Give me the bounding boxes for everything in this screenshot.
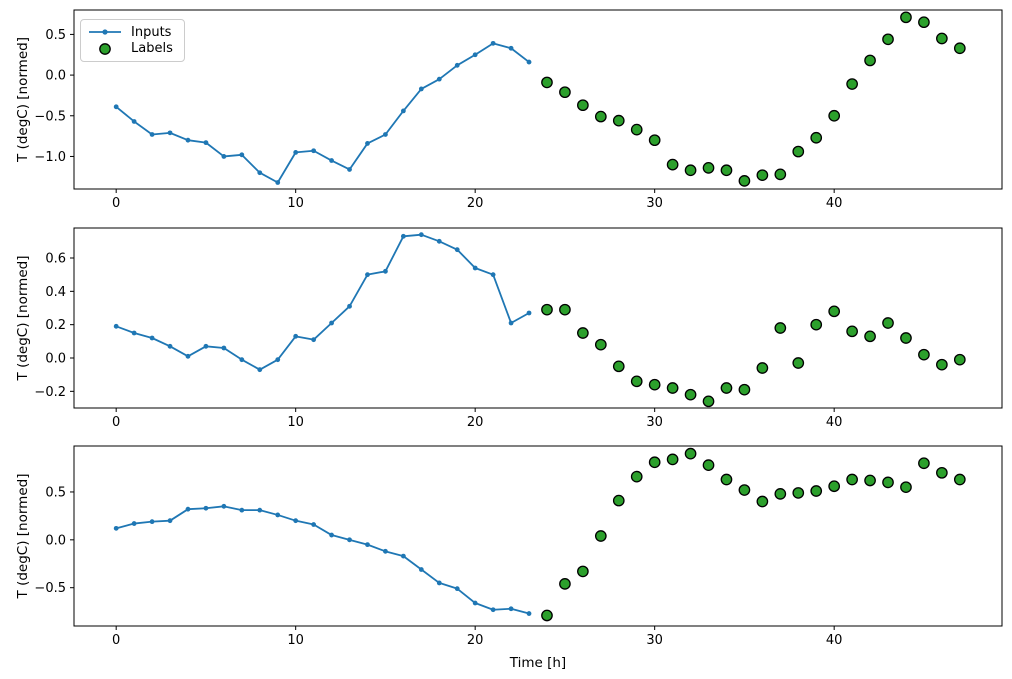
subplot-2-ylabel: T (degC) [normed]	[15, 256, 31, 382]
svg-text:−0.2: −0.2	[34, 385, 66, 400]
time-axis-label: Time [h]	[509, 655, 566, 671]
svg-text:10: 10	[287, 633, 304, 648]
legend-label-labels: Labels	[131, 41, 173, 57]
svg-text:0.0: 0.0	[45, 533, 66, 548]
svg-text:0.5: 0.5	[45, 485, 66, 500]
svg-text:0: 0	[112, 633, 120, 648]
svg-text:10: 10	[287, 196, 304, 211]
svg-text:0.0: 0.0	[45, 69, 66, 84]
svg-text:−0.5: −0.5	[34, 581, 66, 596]
svg-text:20: 20	[467, 633, 484, 648]
svg-text:−1.0: −1.0	[34, 150, 66, 165]
svg-text:0: 0	[112, 196, 120, 211]
svg-text:0.0: 0.0	[45, 352, 66, 367]
legend-item-inputs: Inputs	[88, 24, 173, 41]
inputs-line-sample-icon	[88, 27, 122, 37]
labels-marker-sample-icon	[88, 42, 122, 56]
svg-text:0.6: 0.6	[45, 252, 66, 267]
svg-text:30: 30	[646, 415, 663, 430]
legend-label-inputs: Inputs	[131, 24, 172, 40]
svg-text:10: 10	[287, 415, 304, 430]
legend: Inputs Labels	[80, 19, 185, 62]
svg-text:30: 30	[646, 633, 663, 648]
svg-text:20: 20	[467, 415, 484, 430]
subplot-1-ylabel: T (degC) [normed]	[15, 37, 31, 163]
svg-text:0.5: 0.5	[45, 28, 66, 43]
svg-text:30: 30	[646, 196, 663, 211]
svg-text:20: 20	[467, 196, 484, 211]
svg-text:40: 40	[826, 633, 843, 648]
svg-text:0: 0	[112, 415, 120, 430]
svg-text:40: 40	[826, 415, 843, 430]
svg-text:−0.5: −0.5	[34, 109, 66, 124]
legend-item-labels: Labels	[88, 41, 173, 58]
svg-text:0.4: 0.4	[45, 285, 66, 300]
svg-text:40: 40	[826, 196, 843, 211]
subplot-3-ylabel: T (degC) [normed]	[15, 474, 31, 600]
svg-text:0.2: 0.2	[45, 318, 66, 333]
